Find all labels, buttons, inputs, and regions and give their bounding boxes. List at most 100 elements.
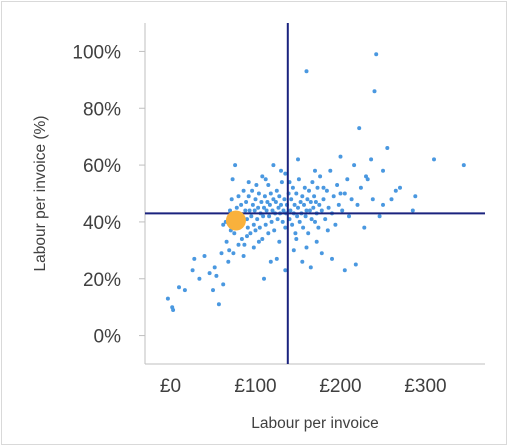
scatter-point (226, 259, 231, 264)
scatter-point (211, 288, 215, 293)
scatter-point (311, 205, 316, 210)
scatter-point (283, 171, 288, 176)
scatter-point (304, 69, 309, 74)
scatter-point (372, 89, 377, 94)
scatter-point (283, 268, 288, 273)
scatter-point (212, 265, 217, 270)
scatter-point (432, 157, 436, 162)
scatter-point (385, 146, 390, 150)
scatter-point (306, 231, 311, 236)
scatter-point (244, 200, 249, 204)
scatter-point (245, 225, 250, 230)
scatter-point (321, 185, 326, 190)
scatter-point (214, 273, 219, 278)
scatter-point (308, 200, 313, 204)
scatter-point (256, 205, 261, 210)
scatter-point (307, 188, 311, 193)
highlighted-point (225, 210, 246, 231)
scatter-point (247, 208, 252, 213)
scatter-point (182, 288, 187, 293)
scatter-point (234, 205, 239, 210)
scatter-point (264, 208, 269, 213)
x-tick-label: £0 (160, 376, 181, 397)
scatter-point (277, 194, 282, 199)
scatter-point (273, 200, 278, 204)
scatter-point (253, 228, 258, 233)
scatter-point (313, 219, 317, 224)
scatter-point (300, 259, 305, 264)
scatter-point (192, 256, 197, 261)
scatter-point (393, 188, 398, 193)
scatter-point (336, 202, 341, 207)
scatter-point (272, 228, 277, 233)
scatter-point (190, 268, 195, 273)
scatter-point (261, 214, 266, 219)
scatter-point (296, 205, 300, 210)
scatter-point (232, 231, 237, 236)
scatter-point (229, 197, 234, 202)
scatter-point (300, 194, 305, 199)
data-points (165, 52, 466, 312)
scatter-point (324, 188, 329, 193)
scatter-point (233, 163, 238, 168)
scatter-point (362, 225, 367, 230)
scatter-point (298, 200, 303, 204)
scatter-point (241, 188, 246, 193)
scatter-point (345, 177, 350, 182)
scatter-point (290, 222, 295, 227)
scatter-point (349, 197, 354, 202)
scatter-point (263, 177, 268, 182)
scatter-point (331, 194, 336, 199)
scatter-point (296, 177, 301, 182)
scatter-point (330, 256, 334, 261)
scatter-point (242, 242, 247, 247)
scatter-point (340, 208, 345, 213)
scatter-point (381, 168, 385, 173)
y-tick-label: 60% (83, 156, 121, 177)
scatter-point (251, 222, 256, 227)
scatter-point (255, 217, 260, 222)
scatter-point (165, 296, 170, 301)
scatter-point (308, 265, 313, 270)
scatter-point (254, 183, 259, 187)
scatter-point (338, 191, 343, 196)
scatter-point (245, 234, 249, 239)
scatter-point (221, 282, 226, 287)
scatter-point (231, 251, 236, 256)
scatter-point (301, 225, 306, 230)
scatter-point (245, 217, 249, 222)
scatter-point (262, 194, 267, 199)
scatter-point (328, 168, 333, 173)
scatter-point (347, 214, 351, 219)
scatter-point (224, 239, 229, 244)
scatter-point (355, 202, 360, 207)
scatter-point (236, 194, 241, 199)
scatter-point (319, 208, 324, 213)
y-tick-label: 20% (83, 270, 121, 291)
scatter-point (216, 302, 221, 307)
scatter-point (227, 248, 232, 253)
scatter-point (316, 225, 321, 230)
y-tick-label: 100% (72, 42, 121, 63)
scatter-point (269, 219, 274, 224)
x-tick-label: £200 (319, 376, 361, 397)
scatter-point (274, 188, 279, 193)
scatter-point (197, 276, 202, 281)
scatter-point (313, 168, 317, 173)
scatter-point (381, 202, 385, 207)
scatter-point (297, 219, 302, 224)
scatter-point (323, 217, 328, 222)
scatter-point (296, 157, 300, 162)
scatter-point (268, 259, 273, 264)
scatter-point (342, 268, 347, 273)
scatter-point (369, 157, 374, 162)
scatter-point (374, 52, 379, 57)
scatter-point (268, 191, 273, 196)
scatter-point (413, 194, 418, 199)
scatter-point (302, 202, 306, 207)
scatter-point (267, 202, 272, 207)
scatter-point (250, 202, 255, 207)
scatter-point (335, 183, 340, 187)
scatter-point (256, 191, 261, 196)
